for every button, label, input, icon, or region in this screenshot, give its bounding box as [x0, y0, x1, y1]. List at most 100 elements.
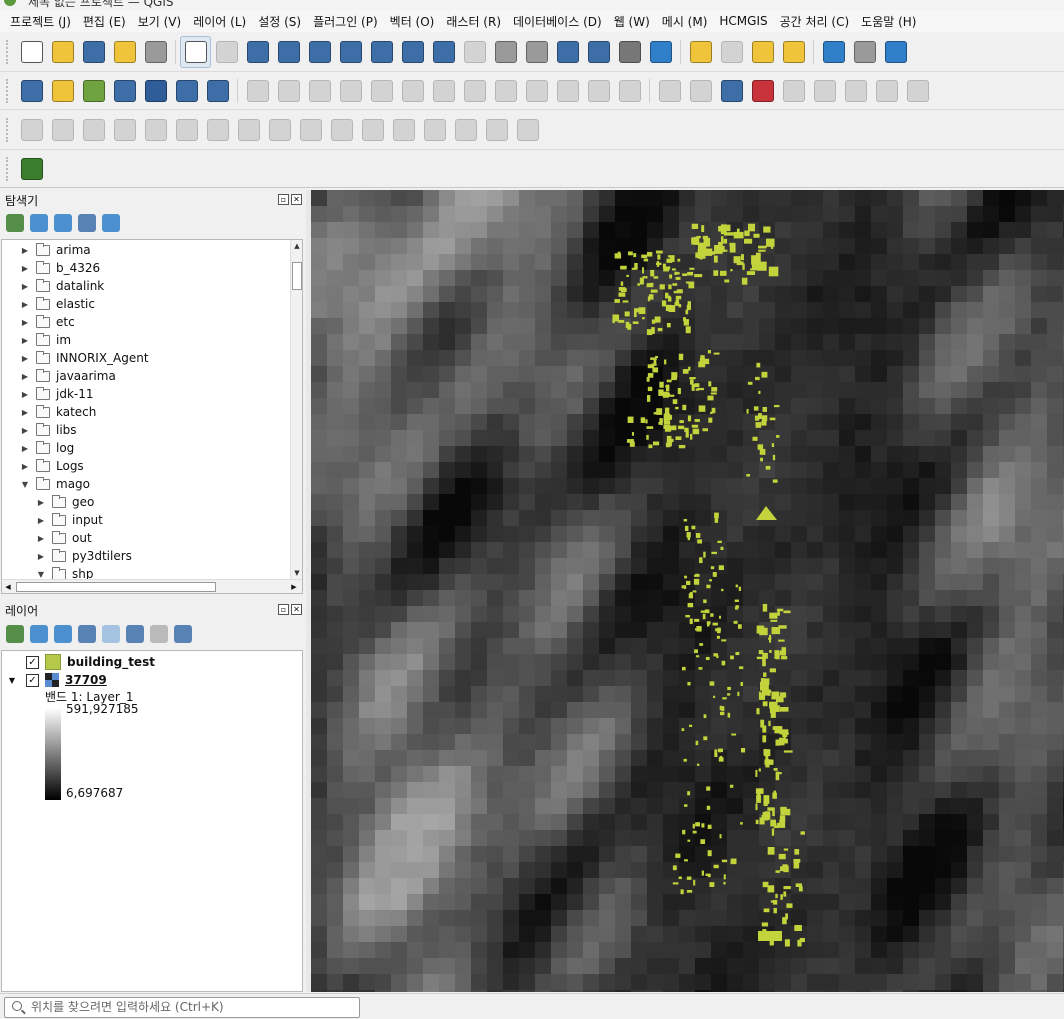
building-footprint[interactable]: [662, 263, 666, 269]
building-footprint[interactable]: [759, 448, 766, 455]
layer-diagram-button[interactable]: [685, 75, 716, 107]
building-footprint[interactable]: [730, 655, 734, 660]
building-footprint[interactable]: [682, 404, 687, 411]
building-footprint[interactable]: [643, 258, 649, 262]
layer-row-building-test[interactable]: ✓ building_test: [6, 653, 155, 671]
building-footprint[interactable]: [626, 274, 629, 278]
building-footprint[interactable]: [703, 599, 707, 604]
building-footprint[interactable]: [797, 939, 802, 947]
building-footprint[interactable]: [772, 454, 776, 461]
split-features-button[interactable]: [264, 114, 295, 146]
building-footprint[interactable]: [740, 822, 743, 825]
building-footprint[interactable]: [642, 276, 648, 279]
expand-arrow-icon[interactable]: ▶: [37, 533, 45, 543]
new-geopackage-layer-button[interactable]: [47, 75, 78, 107]
building-footprint[interactable]: [691, 384, 695, 391]
building-footprint[interactable]: [702, 613, 706, 620]
building-footprint[interactable]: [665, 292, 669, 299]
building-footprint[interactable]: [780, 656, 788, 660]
building-footprint[interactable]: [793, 858, 801, 863]
building-footprint[interactable]: [631, 432, 635, 436]
open-attribute-table-button[interactable]: [849, 36, 880, 68]
building-footprint[interactable]: [713, 255, 718, 263]
refresh-icon[interactable]: [30, 214, 48, 232]
building-footprint[interactable]: [655, 355, 659, 358]
building-footprint[interactable]: [718, 565, 724, 571]
add-selected-layers-icon[interactable]: [6, 214, 24, 232]
new-map-view-button[interactable]: [490, 36, 521, 68]
building-footprint[interactable]: [656, 262, 662, 266]
browser-horizontal-scrollbar[interactable]: ◀ ▶: [2, 579, 302, 593]
building-footprint[interactable]: [683, 804, 688, 807]
building-footprint[interactable]: [741, 277, 748, 285]
building-footprint[interactable]: [659, 284, 665, 290]
building-footprint[interactable]: [682, 273, 688, 276]
building-footprint[interactable]: [667, 436, 670, 440]
toolbar-grip[interactable]: [6, 39, 10, 64]
building-footprint[interactable]: [678, 353, 684, 361]
building-footprint[interactable]: [682, 369, 689, 374]
building-footprint[interactable]: [675, 853, 681, 858]
building-footprint[interactable]: [706, 786, 711, 791]
building-footprint[interactable]: [709, 681, 715, 686]
building-footprint[interactable]: [714, 749, 717, 754]
menu-item-7[interactable]: 래스터 (R): [446, 14, 502, 29]
building-footprint[interactable]: [672, 882, 679, 885]
browser-item-shp[interactable]: ▼ shp: [2, 565, 292, 583]
building-footprint[interactable]: [668, 305, 676, 312]
building-footprint[interactable]: [639, 279, 644, 285]
building-footprint[interactable]: [682, 666, 686, 671]
building-footprint[interactable]: [760, 719, 765, 728]
expand-arrow-icon[interactable]: ▶: [37, 497, 45, 507]
building-footprint[interactable]: [667, 394, 675, 397]
offset-point-symbols-button[interactable]: [419, 114, 450, 146]
expand-arrow-icon[interactable]: ▶: [21, 443, 29, 453]
building-footprint[interactable]: [668, 296, 672, 302]
toggle-editing-button[interactable]: [273, 75, 304, 107]
building-footprint[interactable]: [762, 603, 768, 612]
building-footprint[interactable]: [746, 271, 756, 275]
building-footprint[interactable]: [756, 362, 761, 368]
building-footprint[interactable]: [761, 371, 768, 378]
building-footprint[interactable]: [677, 425, 685, 430]
attribute-table-button[interactable]: [716, 36, 747, 68]
building-footprint[interactable]: [773, 907, 777, 914]
browser-item-datalink[interactable]: ▶ datalink: [2, 277, 292, 295]
building-footprint[interactable]: [747, 381, 753, 385]
building-footprint[interactable]: [717, 748, 721, 753]
toolbar-grip[interactable]: [6, 156, 10, 181]
building-footprint[interactable]: [719, 270, 727, 276]
building-footprint[interactable]: [650, 357, 657, 360]
building-footprint[interactable]: [713, 653, 718, 657]
building-footprint[interactable]: [747, 223, 756, 232]
building-footprint[interactable]: [694, 649, 699, 654]
building-footprint[interactable]: [765, 754, 769, 762]
building-footprint[interactable]: [634, 308, 641, 313]
select-features-button[interactable]: [685, 36, 716, 68]
building-footprint[interactable]: [678, 876, 682, 880]
building-footprint[interactable]: [783, 865, 789, 873]
building-footprint[interactable]: [665, 385, 669, 388]
building-footprint[interactable]: [778, 639, 785, 642]
building-footprint[interactable]: [735, 584, 739, 588]
building-footprint[interactable]: [734, 606, 739, 610]
building-footprint[interactable]: [694, 236, 700, 245]
building-footprint[interactable]: [646, 395, 651, 402]
building-footprint[interactable]: [675, 299, 680, 304]
building-footprint[interactable]: [699, 557, 703, 564]
building-footprint[interactable]: [683, 519, 688, 522]
layer-row-37709[interactable]: ▼ ✓ 37709: [6, 671, 107, 689]
building-footprint[interactable]: [723, 232, 734, 236]
building-footprint[interactable]: [692, 590, 697, 593]
building-footprint[interactable]: [769, 701, 778, 709]
paste-features-button[interactable]: [552, 75, 583, 107]
building-footprint[interactable]: [783, 891, 787, 897]
building-footprint[interactable]: [757, 792, 761, 798]
building-footprint[interactable]: [740, 254, 744, 261]
browser-item-input[interactable]: ▶ input: [2, 511, 292, 529]
style-manager-button[interactable]: [140, 36, 171, 68]
building-footprint[interactable]: [687, 534, 691, 541]
building-footprint[interactable]: [647, 296, 650, 302]
float-panel-icon[interactable]: ▫: [278, 194, 289, 205]
building-footprint[interactable]: [687, 791, 691, 796]
